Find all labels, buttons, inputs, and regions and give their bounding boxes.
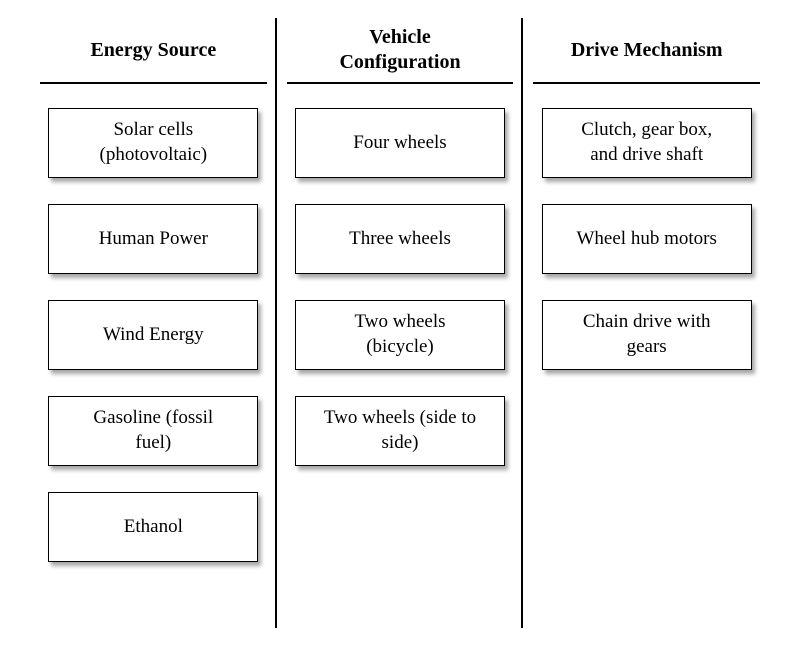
option-box: Solar cells (photovoltaic) <box>48 108 258 178</box>
option-box: Gasoline (fossil fuel) <box>48 396 258 466</box>
column-header: Energy Source <box>84 18 222 82</box>
column-boxes: Solar cells (photovoltaic) Human Power W… <box>40 108 267 562</box>
option-box: Two wheels (side to side) <box>295 396 505 466</box>
column-boxes: Four wheels Three wheels Two wheels (bic… <box>287 108 514 466</box>
option-box: Human Power <box>48 204 258 274</box>
column-vehicle-configuration: Vehicle Configuration Four wheels Three … <box>277 18 524 562</box>
column-boxes: Clutch, gear box, and drive shaft Wheel … <box>533 108 760 370</box>
option-box: Clutch, gear box, and drive shaft <box>542 108 752 178</box>
column-drive-mechanism: Drive Mechanism Clutch, gear box, and dr… <box>523 18 770 562</box>
option-box: Ethanol <box>48 492 258 562</box>
column-header: Vehicle Configuration <box>333 18 466 82</box>
column-header: Drive Mechanism <box>565 18 729 82</box>
header-divider <box>533 82 760 84</box>
header-divider <box>40 82 267 84</box>
columns-container: Energy Source Solar cells (photovoltaic)… <box>30 18 770 562</box>
column-energy-source: Energy Source Solar cells (photovoltaic)… <box>30 18 277 562</box>
option-box: Three wheels <box>295 204 505 274</box>
header-divider <box>287 82 514 84</box>
option-box: Four wheels <box>295 108 505 178</box>
option-box: Wind Energy <box>48 300 258 370</box>
option-box: Wheel hub motors <box>542 204 752 274</box>
diagram-wrap: Energy Source Solar cells (photovoltaic)… <box>0 0 800 664</box>
option-box: Two wheels (bicycle) <box>295 300 505 370</box>
option-box: Chain drive with gears <box>542 300 752 370</box>
